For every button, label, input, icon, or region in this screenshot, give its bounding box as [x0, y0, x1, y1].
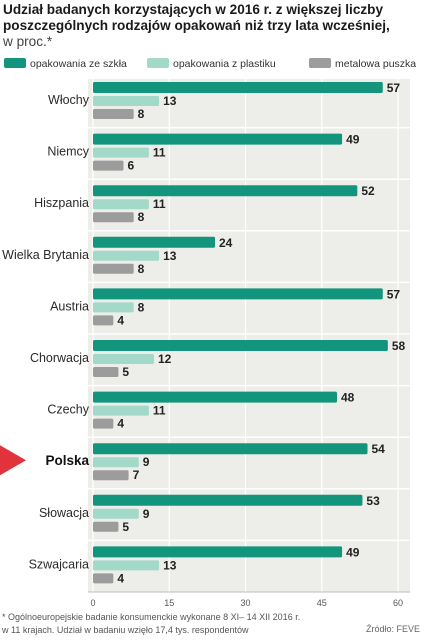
- value-label-1-7: 9: [143, 455, 150, 469]
- footnote-line-1: * Ogólnoeuropejskie badanie konsumenckie…: [2, 612, 301, 622]
- value-label-2-6: 4: [117, 417, 124, 431]
- bar-2-5: [93, 367, 119, 377]
- category-label-9: Szwajcaria: [29, 557, 89, 571]
- bar-0-4: [93, 288, 383, 300]
- legend-item-glass: opakowania ze szkła: [4, 57, 127, 73]
- value-label-0-7: 54: [372, 442, 386, 456]
- source-note: Źródło: FEVE: [365, 624, 420, 634]
- bar-2-3: [93, 263, 134, 274]
- plot-panel: [88, 79, 410, 592]
- bar-0-6: [93, 391, 337, 403]
- legend-label-metal: metalowa puszka: [335, 58, 417, 70]
- value-label-2-9: 4: [117, 571, 124, 585]
- value-label-2-1: 6: [128, 159, 135, 173]
- bar-1-6: [93, 405, 149, 416]
- chart-title-text: Udział badanych korzystających w 2016 r.…: [3, 2, 390, 33]
- legend-swatch-plastic: [147, 58, 169, 69]
- value-label-2-8: 5: [122, 520, 129, 534]
- value-label-1-8: 9: [143, 507, 150, 521]
- x-tick-label-1: 15: [164, 598, 174, 608]
- value-label-1-0: 13: [163, 94, 177, 108]
- value-label-0-8: 53: [366, 494, 380, 508]
- chart-title: Udział badanych korzystających w 2016 r.…: [3, 2, 421, 50]
- value-label-0-3: 24: [219, 236, 233, 250]
- category-label-8: Słowacja: [39, 506, 89, 520]
- x-tick-label-2: 30: [240, 598, 250, 608]
- value-label-1-3: 13: [163, 249, 177, 263]
- bar-1-1: [93, 147, 149, 158]
- bar-2-2: [93, 212, 134, 223]
- bar-0-3: [93, 236, 215, 248]
- x-tick-label-0: 0: [90, 598, 95, 608]
- chart-unit: w proc.*: [3, 34, 53, 49]
- bar-2-9: [93, 573, 114, 584]
- bar-1-0: [93, 96, 160, 106]
- bar-0-1: [93, 133, 343, 145]
- category-label-1: Niemcy: [47, 145, 89, 159]
- category-label-0: Włochy: [48, 93, 90, 107]
- value-label-0-0: 57: [387, 81, 401, 95]
- value-label-2-3: 8: [138, 262, 145, 276]
- legend-item-metal: metalowa puszka: [309, 57, 416, 73]
- bar-0-5: [93, 340, 388, 351]
- value-label-0-9: 49: [346, 545, 360, 559]
- bar-1-3: [93, 250, 160, 261]
- value-label-2-7: 7: [133, 468, 140, 482]
- bar-2-8: [93, 521, 119, 532]
- category-label-4: Austria: [50, 299, 89, 313]
- category-label-6: Czechy: [47, 403, 89, 417]
- category-label-3: Wielka Brytania: [2, 248, 89, 262]
- value-label-0-4: 57: [387, 287, 401, 301]
- x-tick-label-4: 60: [393, 598, 403, 608]
- value-label-1-6: 11: [153, 404, 166, 418]
- value-label-0-5: 58: [392, 339, 406, 353]
- bar-2-7: [93, 470, 129, 481]
- value-label-1-4: 8: [138, 300, 145, 314]
- bar-0-8: [93, 494, 363, 506]
- bar-0-2: [93, 185, 358, 197]
- highlight-marker: [0, 445, 26, 476]
- value-label-1-5: 12: [158, 352, 172, 366]
- value-label-2-2: 8: [138, 210, 145, 224]
- value-label-0-2: 52: [361, 184, 375, 198]
- value-label-1-2: 11: [153, 197, 166, 211]
- bar-0-7: [93, 443, 368, 455]
- category-label-2: Hiszpania: [34, 196, 89, 210]
- legend-swatch-metal: [309, 58, 331, 69]
- bar-2-1: [93, 160, 124, 171]
- bar-0-9: [93, 546, 343, 558]
- bar-1-2: [93, 199, 149, 210]
- bar-1-4: [93, 302, 134, 313]
- bar-0-0: [93, 82, 383, 93]
- category-label-7: Polska: [45, 453, 89, 468]
- legend-label-plastic: opakowania z plastiku: [173, 58, 276, 70]
- legend-label-glass: opakowania ze szkła: [30, 58, 127, 70]
- bar-2-0: [93, 109, 134, 119]
- value-label-2-4: 4: [117, 313, 124, 327]
- value-label-0-1: 49: [346, 133, 360, 147]
- footnote: * Ogólnoeuropejskie badanie konsumenckie…: [2, 611, 342, 637]
- value-label-2-5: 5: [122, 365, 129, 379]
- bar-1-5: [93, 354, 154, 364]
- x-tick-label-3: 45: [317, 598, 327, 608]
- bar-2-4: [93, 315, 114, 326]
- value-label-1-9: 13: [163, 558, 177, 572]
- legend-item-plastic: opakowania z plastiku: [147, 57, 276, 73]
- footnote-line-2: w 11 krajach. Udział w badaniu wzięło 17…: [2, 625, 249, 635]
- bar-2-6: [93, 418, 114, 429]
- legend-swatch-glass: [4, 58, 26, 69]
- bar-1-7: [93, 457, 139, 468]
- value-label-2-0: 8: [138, 107, 145, 121]
- value-label-1-1: 11: [153, 146, 166, 160]
- category-label-5: Chorwacja: [30, 351, 89, 365]
- bar-1-8: [93, 508, 139, 519]
- legend: opakowania ze szkła opakowania z plastik…: [4, 57, 420, 73]
- bar-1-9: [93, 560, 160, 571]
- value-label-0-6: 48: [341, 391, 355, 405]
